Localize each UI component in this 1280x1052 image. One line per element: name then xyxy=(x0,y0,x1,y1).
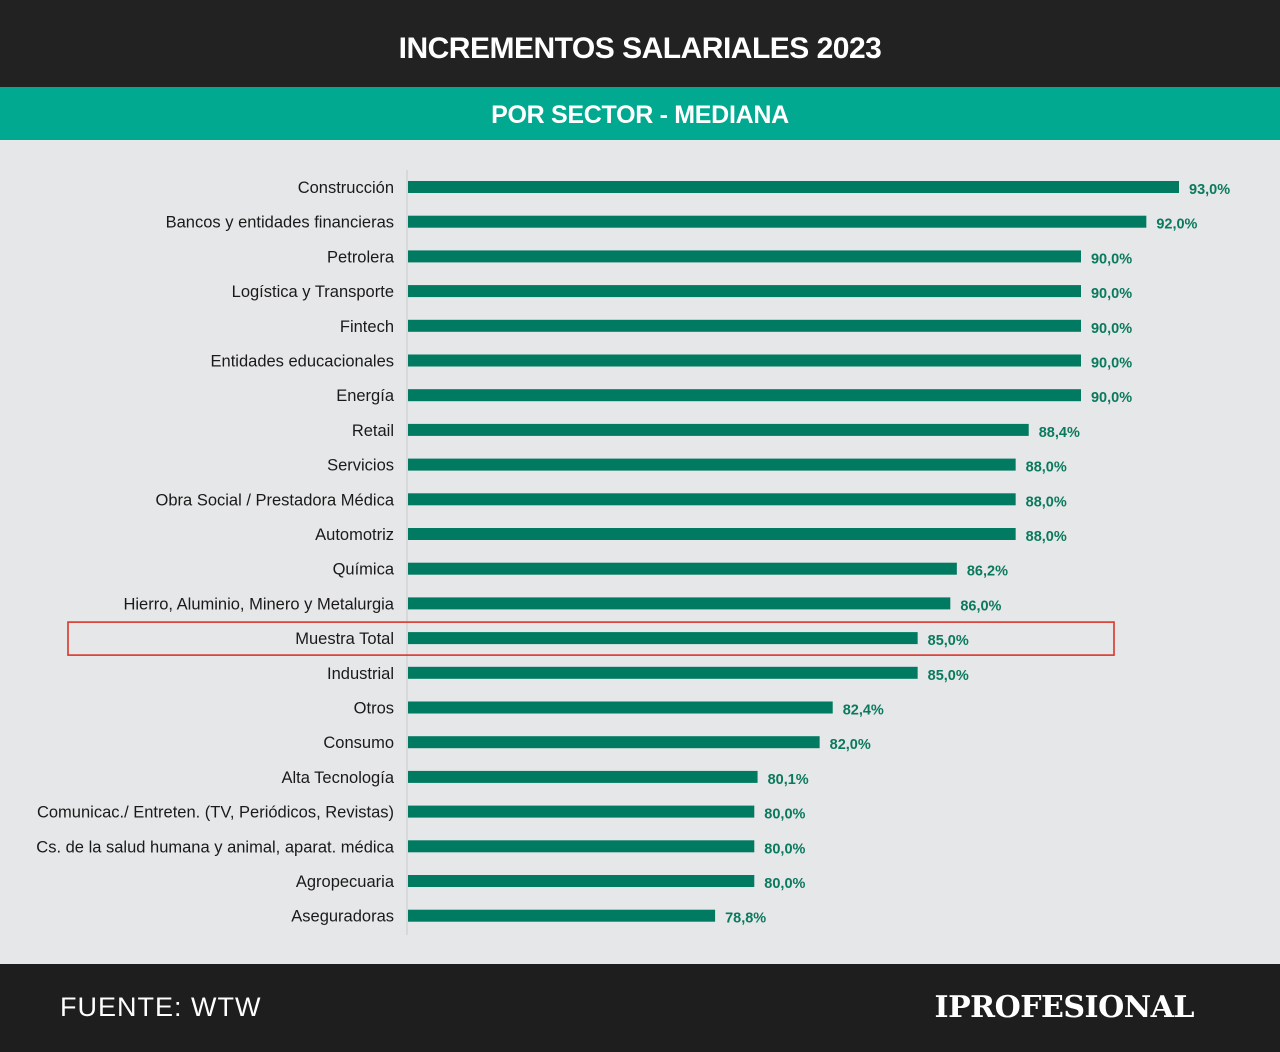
bar xyxy=(408,250,1081,263)
bar xyxy=(408,736,820,749)
category-label: Entidades educacionales xyxy=(211,353,394,371)
category-label: Automotriz xyxy=(315,526,394,544)
category-label: Retail xyxy=(352,422,394,440)
category-label: Construcción xyxy=(298,179,394,197)
value-label: 92,0% xyxy=(1156,217,1197,233)
value-label: 90,0% xyxy=(1091,251,1132,267)
bar xyxy=(408,770,758,783)
brand-logo: IPROFESIONAL xyxy=(934,990,1195,1025)
bar xyxy=(408,528,1016,540)
category-label: Obra Social / Prestadora Médica xyxy=(156,491,395,509)
value-label: 90,0% xyxy=(1091,356,1132,372)
highlight-box xyxy=(67,621,1115,656)
bar xyxy=(408,597,951,610)
category-label: Fintech xyxy=(340,318,394,336)
category-label: Servicios xyxy=(327,457,394,475)
value-label: 88,4% xyxy=(1039,425,1080,441)
bar-chart: Construcción 93,0% Bancos y entidades fina… xyxy=(0,140,1280,964)
category-label: Química xyxy=(333,561,395,579)
value-label: 88,0% xyxy=(1026,460,1067,476)
value-label: 85,0% xyxy=(928,668,969,684)
category-label: Cs. de la salud humana y animal, aparat.… xyxy=(36,838,395,856)
value-label: 82,0% xyxy=(830,737,871,753)
category-label: Aseguradoras xyxy=(291,908,394,926)
chart-subtitle: POR SECTOR - MEDIANA xyxy=(491,101,789,129)
bar xyxy=(408,458,1016,471)
category-label: Logística y Transporte xyxy=(232,283,394,301)
category-label: Comunicac./ Entreten. (TV, Periódicos, R… xyxy=(37,804,394,822)
subheader-bar: POR SECTOR - MEDIANA xyxy=(0,87,1280,140)
category-label: Hierro, Aluminio, Minero y Metalurgia xyxy=(123,595,394,613)
source-label: FUENTE: WTW xyxy=(60,992,262,1022)
category-label: Consumo xyxy=(323,734,394,752)
value-label: 80,0% xyxy=(764,876,805,892)
category-label: Energía xyxy=(336,387,395,405)
category-label: Bancos y entidades financieras xyxy=(166,214,394,232)
bar xyxy=(408,493,1016,506)
value-label: 82,4% xyxy=(843,703,884,719)
bar xyxy=(408,875,755,887)
bar xyxy=(408,701,833,714)
value-label: 90,0% xyxy=(1091,390,1132,406)
value-label: 80,1% xyxy=(768,772,809,788)
category-label: Otros xyxy=(354,700,394,718)
value-label: 80,0% xyxy=(764,807,805,823)
value-label: 85,0% xyxy=(928,633,969,649)
category-label: Agropecuaria xyxy=(296,873,395,891)
value-label: 90,0% xyxy=(1091,286,1132,302)
bar xyxy=(408,562,957,575)
value-label: 88,0% xyxy=(1026,494,1067,510)
bar xyxy=(408,319,1081,332)
bar xyxy=(408,389,1081,402)
value-label: 88,0% xyxy=(1026,529,1067,545)
value-label: 86,2% xyxy=(967,564,1008,580)
bar-chart-svg: Construcción 93,0% Bancos y entidades fina… xyxy=(36,170,1230,935)
bar xyxy=(408,909,716,922)
bar xyxy=(408,632,918,645)
bar xyxy=(408,181,1179,193)
bar xyxy=(408,805,755,818)
bar xyxy=(408,354,1081,367)
bar xyxy=(408,666,918,679)
value-label: 93,0% xyxy=(1189,182,1230,198)
value-label: 86,0% xyxy=(960,598,1001,614)
category-label: Petrolera xyxy=(327,248,395,266)
footer-bar: FUENTE: WTW IPROFESIONAL xyxy=(0,964,1280,1052)
chart-title: INCREMENTOS SALARIALES 2023 xyxy=(398,31,882,65)
header-bar: INCREMENTOS SALARIALES 2023 xyxy=(0,0,1280,87)
bar xyxy=(408,285,1081,298)
value-label: 90,0% xyxy=(1091,321,1132,337)
category-label: Industrial xyxy=(327,665,394,683)
bar xyxy=(408,423,1029,436)
category-label: Alta Tecnología xyxy=(281,769,394,787)
category-label: Muestra Total xyxy=(295,630,394,648)
bar xyxy=(408,840,755,853)
bar xyxy=(408,215,1147,228)
value-label: 80,0% xyxy=(764,841,805,857)
value-label: 78,8% xyxy=(725,911,766,927)
